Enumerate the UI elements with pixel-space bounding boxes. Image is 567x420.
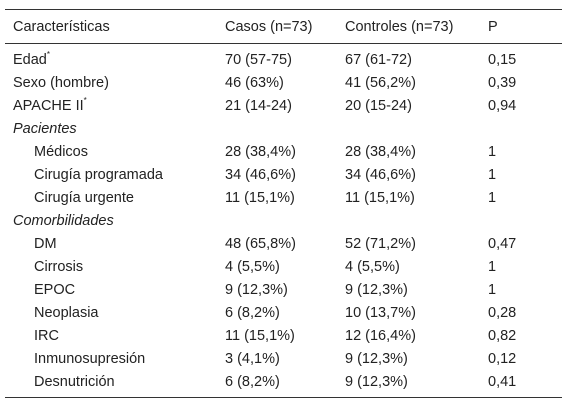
controles-cell: 10 (13,7%) <box>345 304 416 321</box>
row-label-cell: IRC <box>5 324 217 347</box>
p-value-cell: 1 <box>488 143 497 160</box>
p-value-cell: 1 <box>488 258 497 275</box>
controles-cell: 11 (15,1%) <box>345 189 415 206</box>
header-row: Características Casos (n=73) Controles (… <box>5 9 562 44</box>
row-label: DM <box>34 235 57 252</box>
p-value-cell: 0,15 <box>488 51 517 68</box>
table-row: Neoplasia 6 (8,2%) 10 (13,7%) 0,28 <box>5 301 562 324</box>
p-value-cell: 1 <box>488 166 497 183</box>
section-label: Pacientes <box>13 120 77 137</box>
casos-cell: 9 (12,3%) <box>225 281 288 298</box>
row-label: Cirugía urgente <box>34 189 134 206</box>
controles-cell: 41 (56,2%) <box>345 74 416 91</box>
row-label-cell: Edad* <box>5 44 217 72</box>
row-label-cell: Cirugía urgente <box>5 186 217 209</box>
casos-cell: 48 (65,8%) <box>225 235 296 252</box>
row-label-cell: EPOC <box>5 278 217 301</box>
p-value-cell: 0,39 <box>488 74 517 91</box>
casos-cell: 11 (15,1%) <box>225 327 295 344</box>
controles-cell: 67 (61-72) <box>345 51 412 68</box>
footnote-marker: * <box>83 95 87 105</box>
table-body: Edad* 70 (57-75) 67 (61-72) 0,15 Sexo (hombr… <box>5 44 562 398</box>
casos-cell: 4 (5,5%) <box>225 258 280 275</box>
p-value-cell: 1 <box>488 189 497 206</box>
characteristics-table: Características Casos (n=73) Controles (… <box>5 9 562 398</box>
table-row: Sexo (hombre) 46 (63%) 41 (56,2%) 0,39 <box>5 71 562 94</box>
p-value-cell: 0,47 <box>488 235 517 252</box>
row-label: APACHE II <box>13 97 84 114</box>
casos-cell: 6 (8,2%) <box>217 370 337 398</box>
header-controles: Controles (n=73) <box>337 9 480 44</box>
table-row: Edad* 70 (57-75) 67 (61-72) 0,15 <box>5 44 562 72</box>
casos-cell: 34 (46,6%) <box>225 166 296 183</box>
row-label: Cirrosis <box>34 258 84 275</box>
row-label: Desnutrición <box>34 373 115 390</box>
table-row: Inmunosupresión 3 (4,1%) 9 (12,3%) 0,12 <box>5 347 562 370</box>
table-row: Cirrosis 4 (5,5%) 4 (5,5%) 1 <box>5 255 562 278</box>
row-label: Cirugía programada <box>34 166 163 183</box>
section-label: Comorbilidades <box>13 212 114 229</box>
casos-cell: 70 (57-75) <box>225 51 292 68</box>
casos-cell: 3 (4,1%) <box>225 350 280 367</box>
row-label-cell: Inmunosupresión <box>5 347 217 370</box>
section-row: Comorbilidades <box>5 209 562 232</box>
controles-cell: 4 (5,5%) <box>345 258 400 275</box>
table-row: IRC 11 (15,1%) 12 (16,4%) 0,82 <box>5 324 562 347</box>
row-label-cell: Cirrosis <box>5 255 217 278</box>
row-label-cell: Sexo (hombre) <box>5 71 217 94</box>
footnote-marker: * <box>46 49 50 59</box>
row-label: Médicos <box>34 143 88 160</box>
casos-cell: 6 (8,2%) <box>225 304 280 321</box>
row-label-cell: APACHE II* <box>5 94 217 117</box>
row-label: Sexo (hombre) <box>13 74 109 91</box>
row-label: Inmunosupresión <box>34 350 146 367</box>
row-label: Neoplasia <box>34 304 99 321</box>
p-value-cell: 0,28 <box>488 304 517 321</box>
table-row: Médicos 28 (38,4%) 28 (38,4%) 1 <box>5 140 562 163</box>
controles-cell: 9 (12,3%) <box>337 370 480 398</box>
casos-cell: 46 (63%) <box>225 74 284 91</box>
header-caracteristicas: Características <box>5 9 217 44</box>
table-row: Desnutrición 6 (8,2%) 9 (12,3%) 0,41 <box>5 370 562 398</box>
row-label: EPOC <box>34 281 76 298</box>
row-label-cell: Médicos <box>5 140 217 163</box>
p-value-cell: 0,12 <box>488 350 517 367</box>
p-value-cell: 0,94 <box>488 97 517 114</box>
controles-cell: 12 (16,4%) <box>345 327 416 344</box>
casos-cell: 11 (15,1%) <box>225 189 295 206</box>
header-casos: Casos (n=73) <box>217 9 337 44</box>
table-row: DM 48 (65,8%) 52 (71,2%) 0,47 <box>5 232 562 255</box>
controles-cell: 34 (46,6%) <box>345 166 416 183</box>
row-label-cell: DM <box>5 232 217 255</box>
section-row: Pacientes <box>5 117 562 140</box>
controles-cell: 52 (71,2%) <box>345 235 416 252</box>
controles-cell: 20 (15-24) <box>345 97 412 114</box>
row-label: IRC <box>34 327 59 344</box>
p-value-cell: 0,82 <box>488 327 517 344</box>
table-row: Cirugía programada 34 (46,6%) 34 (46,6%) 1 <box>5 163 562 186</box>
row-label-cell: Desnutrición <box>5 370 217 398</box>
characteristics-table-container: Características Casos (n=73) Controles (… <box>5 9 562 398</box>
row-label-cell: Neoplasia <box>5 301 217 324</box>
controles-cell: 28 (38,4%) <box>345 143 416 160</box>
table-header: Características Casos (n=73) Controles (… <box>5 9 562 44</box>
controles-cell: 9 (12,3%) <box>345 281 408 298</box>
table-row: APACHE II* 21 (14-24) 20 (15-24) 0,94 <box>5 94 562 117</box>
header-p: P <box>480 9 562 44</box>
table-row: Cirugía urgente 11 (15,1%) 11 (15,1%) 1 <box>5 186 562 209</box>
controles-cell: 9 (12,3%) <box>345 350 408 367</box>
casos-cell: 21 (14-24) <box>225 97 292 114</box>
row-label-cell: Cirugía programada <box>5 163 217 186</box>
table-row: EPOC 9 (12,3%) 9 (12,3%) 1 <box>5 278 562 301</box>
p-value-cell: 1 <box>488 281 497 298</box>
row-label: Edad <box>13 51 47 68</box>
p-value-cell: 0,41 <box>480 370 562 398</box>
casos-cell: 28 (38,4%) <box>225 143 296 160</box>
